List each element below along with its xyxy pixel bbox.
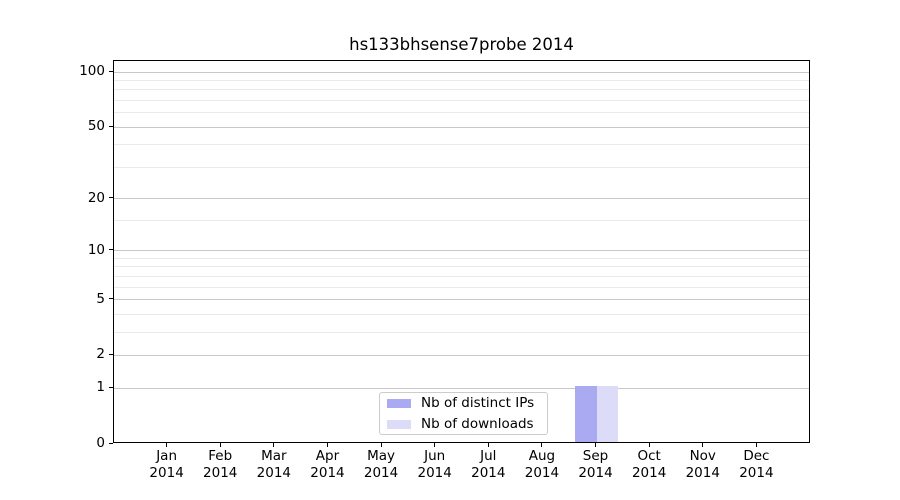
major-gridline — [114, 126, 809, 128]
legend-item-downloads: Nb of downloads — [387, 416, 547, 432]
y-tick-mark — [109, 298, 113, 300]
x-tick-label: Feb 2014 — [203, 448, 238, 481]
x-tick-mark — [434, 443, 436, 447]
x-tick-label: Nov 2014 — [685, 448, 720, 481]
y-tick-label: 10 — [87, 241, 105, 258]
major-gridline — [114, 250, 809, 252]
x-tick-label: Apr 2014 — [310, 448, 345, 481]
minor-gridline — [114, 286, 809, 288]
x-tick-mark — [755, 443, 757, 447]
minor-gridline — [114, 166, 809, 168]
x-tick-label: May 2014 — [363, 448, 399, 481]
y-tick-mark — [109, 353, 113, 355]
x-tick-mark — [541, 443, 543, 447]
x-tick-mark — [273, 443, 275, 447]
minor-gridline — [114, 112, 809, 114]
y-tick-mark — [109, 442, 113, 444]
bar-sep-2014-series1 — [596, 386, 618, 442]
y-tick-mark — [109, 197, 113, 199]
minor-gridline — [114, 220, 809, 222]
major-gridline — [114, 198, 809, 200]
chart-title: hs133bhsense7probe 2014 — [349, 35, 574, 54]
x-tick-label: Jan 2014 — [149, 448, 184, 481]
y-tick-label: 1 — [96, 379, 105, 396]
y-tick-label: 0 — [96, 435, 105, 451]
legend-swatch-distinct-ips — [387, 398, 411, 408]
x-tick-label: Aug 2014 — [524, 448, 560, 481]
x-tick-label: Dec 2014 — [739, 448, 774, 481]
major-gridline — [114, 354, 809, 356]
x-tick-mark — [648, 443, 650, 447]
bar-sep-2014-series0 — [575, 386, 597, 442]
x-tick-mark — [595, 443, 597, 447]
y-tick-mark — [109, 70, 113, 72]
major-gridline — [114, 299, 809, 301]
minor-gridline — [114, 331, 809, 333]
x-tick-mark — [380, 443, 382, 447]
x-tick-label: Oct 2014 — [631, 448, 667, 481]
x-tick-mark — [219, 443, 221, 447]
plot-area — [113, 60, 810, 443]
y-tick-label: 100 — [79, 63, 105, 80]
x-tick-mark — [487, 443, 489, 447]
x-tick-mark — [166, 443, 168, 447]
y-tick-mark — [109, 249, 113, 251]
x-tick-mark — [702, 443, 704, 447]
y-tick-label: 50 — [87, 118, 105, 135]
major-gridline — [114, 71, 809, 73]
x-tick-mark — [326, 443, 328, 447]
minor-gridline — [114, 257, 809, 259]
y-tick-label: 5 — [96, 290, 105, 307]
legend-swatch-downloads — [387, 419, 411, 429]
minor-gridline — [114, 313, 809, 315]
legend: Nb of distinct IPs Nb of downloads — [379, 392, 548, 435]
major-gridline — [114, 387, 809, 389]
x-tick-label: Jun 2014 — [417, 448, 452, 481]
minor-gridline — [114, 144, 809, 146]
y-tick-label: 2 — [96, 346, 105, 363]
legend-item-distinct-ips: Nb of distinct IPs — [387, 395, 547, 411]
minor-gridline — [114, 266, 809, 268]
x-tick-label: Jul 2014 — [471, 448, 506, 481]
y-tick-label: 20 — [87, 189, 105, 206]
minor-gridline — [114, 89, 809, 91]
minor-gridline — [114, 275, 809, 277]
y-tick-mark — [109, 386, 113, 388]
minor-gridline — [114, 100, 809, 102]
x-tick-label: Mar 2014 — [256, 448, 292, 481]
x-tick-label: Sep 2014 — [578, 448, 613, 481]
minor-gridline — [114, 80, 809, 82]
legend-label-distinct-ips: Nb of distinct IPs — [421, 395, 535, 411]
legend-label-downloads: Nb of downloads — [421, 416, 534, 432]
y-tick-mark — [109, 125, 113, 127]
